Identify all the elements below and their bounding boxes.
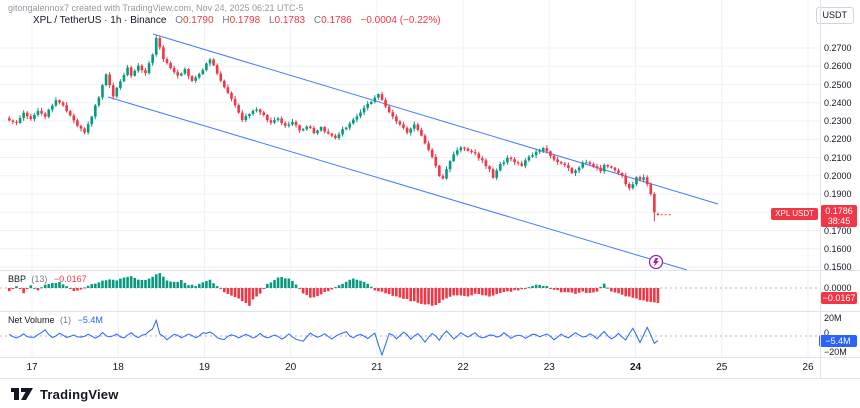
close-label: C [313, 15, 322, 26]
time-axis-label: 17 [26, 362, 38, 373]
price-axis-label: 0.1900 [824, 189, 852, 199]
price-axis-label: 0.2300 [824, 116, 852, 126]
open-value: 0.1790 [182, 15, 214, 26]
bbp-value: −0.0167 [53, 274, 87, 284]
bbp-indicator-legend[interactable]: BBP (13) −0.0167 [8, 274, 87, 284]
net-volume-line [9, 318, 659, 357]
time-axis-label: 24 [629, 362, 642, 373]
watermark: gitongalennox7 created with TradingView.… [8, 3, 304, 13]
time-axis-label: 23 [543, 362, 555, 373]
high-label: H [222, 15, 230, 26]
net-volume-value: −5.4M [77, 315, 103, 325]
net-volume-top-axis-label: 20M [824, 313, 842, 323]
price-axis-label: 0.2700 [824, 43, 852, 53]
candlestick-series [8, 35, 660, 222]
alert-icon[interactable] [648, 254, 664, 270]
grid-lines [0, 0, 820, 357]
net-volume-value-badge: −5.4M [819, 335, 857, 347]
bbp-value-badge: −0.0167 [821, 292, 857, 304]
open-label: O [175, 15, 183, 26]
time-axis-label: 19 [198, 362, 210, 373]
price-axis-separator [820, 0, 821, 378]
price-axis-label: 0.2200 [824, 134, 852, 145]
price-axis-label: 0.2600 [824, 61, 852, 72]
tradingview-logo-icon[interactable] [10, 384, 34, 404]
time-axis-label: 22 [457, 362, 469, 373]
net-volume-indicator-legend[interactable]: Net Volume (1) −5.4M [8, 315, 103, 325]
price-axis-label: 0.2000 [824, 170, 852, 181]
price-axis-label: 0.1600 [824, 243, 852, 254]
volume-timeaxis-separator [0, 357, 860, 358]
change-value: −0.0004 (−0.22%) [360, 15, 441, 26]
bbp-params: (13) [31, 274, 48, 284]
time-axis-label: 20 [285, 362, 297, 373]
descending-channel[interactable] [107, 33, 719, 271]
time-axis-label: 25 [716, 362, 728, 373]
bar-countdown: 38:45 [827, 216, 851, 226]
last-price-value: 0.1786 [825, 206, 853, 216]
tradingview-brand-text[interactable]: TradingView [40, 386, 119, 402]
currency-toggle-button[interactable]: USDT [815, 7, 854, 24]
symbol-price-tag: XPL USDT [771, 208, 818, 220]
main-bbp-separator[interactable] [0, 270, 860, 271]
symbol-legend[interactable]: XPL / TetherUS · 1h · Binance O0.1790 H0… [33, 15, 441, 26]
net-volume-title[interactable]: Net Volume [8, 315, 55, 325]
bbp-title[interactable]: BBP [8, 274, 26, 284]
low-label: L [268, 15, 275, 26]
bbp-histogram [8, 273, 660, 306]
low-value: 0.1783 [274, 15, 306, 26]
time-axis-label: 18 [112, 362, 124, 373]
bbp-zero-axis-label: 0.0000 [824, 283, 852, 293]
last-price-badge[interactable]: 0.1786 38:45 [821, 205, 857, 227]
price-axis-label: 0.2100 [824, 152, 852, 163]
time-axis-label: 21 [371, 362, 383, 373]
price-axis-label: 0.1500 [824, 262, 852, 272]
footer-separator [0, 378, 860, 379]
price-axis-label: 0.2400 [824, 97, 852, 108]
net-volume-zero-axis-label: 0 [824, 328, 830, 338]
price-axis-label: 0.2500 [824, 79, 852, 90]
net-volume-params: (1) [60, 315, 72, 325]
bbp-volume-separator[interactable] [0, 311, 860, 312]
net-volume-bottom-axis-label: −20M [824, 347, 847, 357]
close-value: 0.1786 [321, 15, 352, 26]
high-value: 0.1798 [229, 15, 261, 26]
footer: TradingView [10, 384, 119, 404]
symbol-title[interactable]: XPL / TetherUS · 1h · Binance [33, 15, 167, 26]
time-axis-label: 26 [802, 362, 814, 373]
price-axis-label: 0.1700 [824, 225, 852, 236]
